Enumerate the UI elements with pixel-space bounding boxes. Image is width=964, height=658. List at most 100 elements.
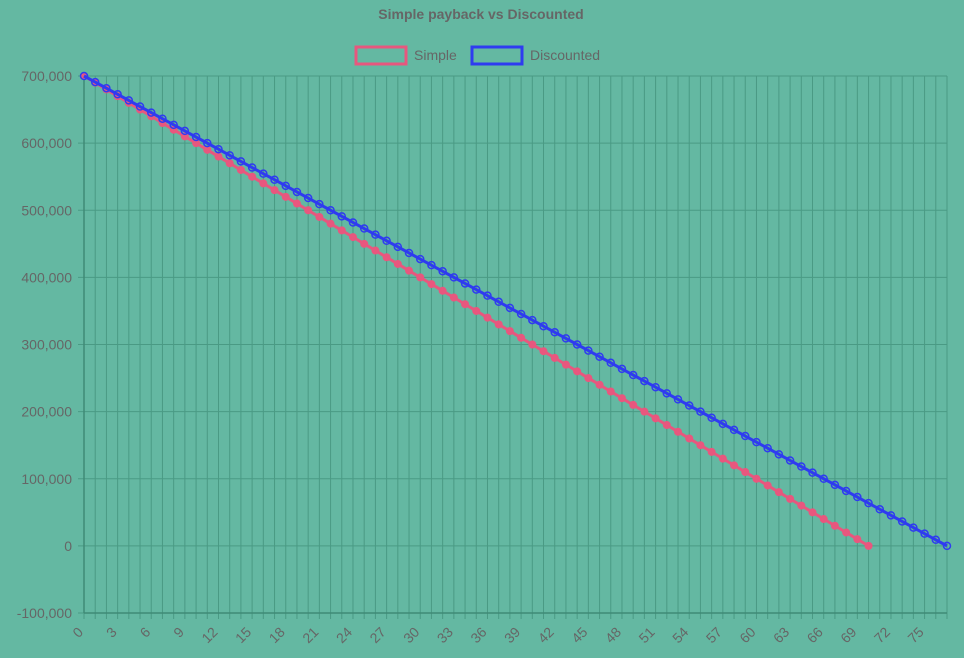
data-point[interactable] xyxy=(572,340,582,349)
data-point[interactable] xyxy=(113,90,122,99)
data-point[interactable] xyxy=(651,414,660,423)
data-point[interactable] xyxy=(584,346,593,355)
data-point[interactable] xyxy=(169,120,178,130)
legend-item-discounted[interactable]: Discounted xyxy=(470,45,600,66)
data-point[interactable] xyxy=(528,315,537,325)
data-point[interactable] xyxy=(214,152,223,161)
data-point[interactable] xyxy=(404,248,414,258)
data-point[interactable] xyxy=(281,192,290,201)
data-point[interactable] xyxy=(696,407,705,416)
data-point[interactable] xyxy=(729,425,739,435)
data-point[interactable] xyxy=(382,253,391,262)
data-point[interactable] xyxy=(797,462,806,471)
data-point[interactable] xyxy=(371,230,380,239)
data-point[interactable] xyxy=(180,126,190,136)
data-point[interactable] xyxy=(135,102,145,111)
legend-item-simple[interactable]: Simple xyxy=(354,45,457,66)
data-point[interactable] xyxy=(841,486,851,496)
data-point[interactable] xyxy=(819,515,828,524)
data-point[interactable] xyxy=(236,157,246,166)
data-point[interactable] xyxy=(741,431,750,441)
data-point[interactable] xyxy=(483,291,492,300)
data-point[interactable] xyxy=(853,535,862,544)
data-point[interactable] xyxy=(662,389,672,398)
data-point[interactable] xyxy=(886,511,896,520)
data-point[interactable] xyxy=(292,187,302,197)
data-point[interactable] xyxy=(494,297,503,307)
data-point[interactable] xyxy=(225,151,234,160)
data-point[interactable] xyxy=(875,505,885,514)
data-point[interactable] xyxy=(236,165,245,174)
data-point[interactable] xyxy=(931,535,941,545)
data-point[interactable] xyxy=(628,370,638,380)
data-point[interactable] xyxy=(808,508,817,517)
data-point[interactable] xyxy=(270,186,279,195)
data-point[interactable] xyxy=(259,179,268,188)
data-point[interactable] xyxy=(438,267,447,276)
data-point[interactable] xyxy=(561,360,570,369)
data-point[interactable] xyxy=(673,395,683,404)
data-point[interactable] xyxy=(192,139,201,148)
data-point[interactable] xyxy=(472,285,481,294)
data-point[interactable] xyxy=(550,328,559,337)
data-point[interactable] xyxy=(752,437,761,447)
data-point[interactable] xyxy=(146,108,156,117)
data-point[interactable] xyxy=(461,300,470,309)
data-point[interactable] xyxy=(360,239,369,248)
data-point[interactable] xyxy=(337,226,346,235)
data-point[interactable] xyxy=(449,293,458,302)
data-point[interactable] xyxy=(405,266,414,275)
data-point[interactable] xyxy=(674,427,683,436)
data-point[interactable] xyxy=(684,401,694,410)
data-point[interactable] xyxy=(505,327,514,336)
data-point[interactable] xyxy=(730,461,739,470)
data-point[interactable] xyxy=(304,206,313,215)
data-point[interactable] xyxy=(606,358,616,368)
data-point[interactable] xyxy=(595,380,604,389)
data-point[interactable] xyxy=(842,528,851,537)
data-point[interactable] xyxy=(786,494,795,503)
data-point[interactable] xyxy=(808,468,817,477)
data-point[interactable] xyxy=(573,367,582,376)
data-point[interactable] xyxy=(90,77,100,87)
data-point[interactable] xyxy=(214,144,223,154)
data-point[interactable] xyxy=(393,259,402,268)
data-point[interactable] xyxy=(438,286,447,295)
data-point[interactable] xyxy=(539,347,548,356)
data-point[interactable] xyxy=(718,454,727,463)
data-point[interactable] xyxy=(348,218,358,227)
data-point[interactable] xyxy=(774,488,783,497)
data-point[interactable] xyxy=(248,172,257,181)
data-point[interactable] xyxy=(763,481,772,490)
data-point[interactable] xyxy=(415,254,425,264)
data-point[interactable] xyxy=(539,321,548,331)
data-point[interactable] xyxy=(774,450,784,459)
data-point[interactable] xyxy=(561,334,571,343)
data-point[interactable] xyxy=(427,260,436,270)
data-point[interactable] xyxy=(371,246,380,255)
data-point[interactable] xyxy=(427,280,436,289)
data-point[interactable] xyxy=(606,387,615,396)
data-point[interactable] xyxy=(897,517,907,526)
data-point[interactable] xyxy=(909,523,918,532)
data-point[interactable] xyxy=(595,352,604,361)
data-point[interactable] xyxy=(203,138,212,148)
data-point[interactable] xyxy=(505,303,515,313)
data-point[interactable] xyxy=(864,498,873,508)
data-point[interactable] xyxy=(203,145,212,154)
data-point[interactable] xyxy=(326,219,335,228)
data-point[interactable] xyxy=(584,374,593,383)
data-point[interactable] xyxy=(741,468,750,477)
data-point[interactable] xyxy=(696,441,705,450)
data-point[interactable] xyxy=(752,474,761,483)
data-point[interactable] xyxy=(270,175,279,184)
data-point[interactable] xyxy=(797,501,806,510)
data-point[interactable] xyxy=(617,394,626,403)
data-point[interactable] xyxy=(124,96,134,105)
data-point[interactable] xyxy=(662,421,671,430)
data-point[interactable] xyxy=(785,456,795,465)
data-point[interactable] xyxy=(326,206,335,215)
data-point[interactable] xyxy=(685,434,694,443)
data-point[interactable] xyxy=(315,212,324,221)
data-point[interactable] xyxy=(337,212,347,221)
